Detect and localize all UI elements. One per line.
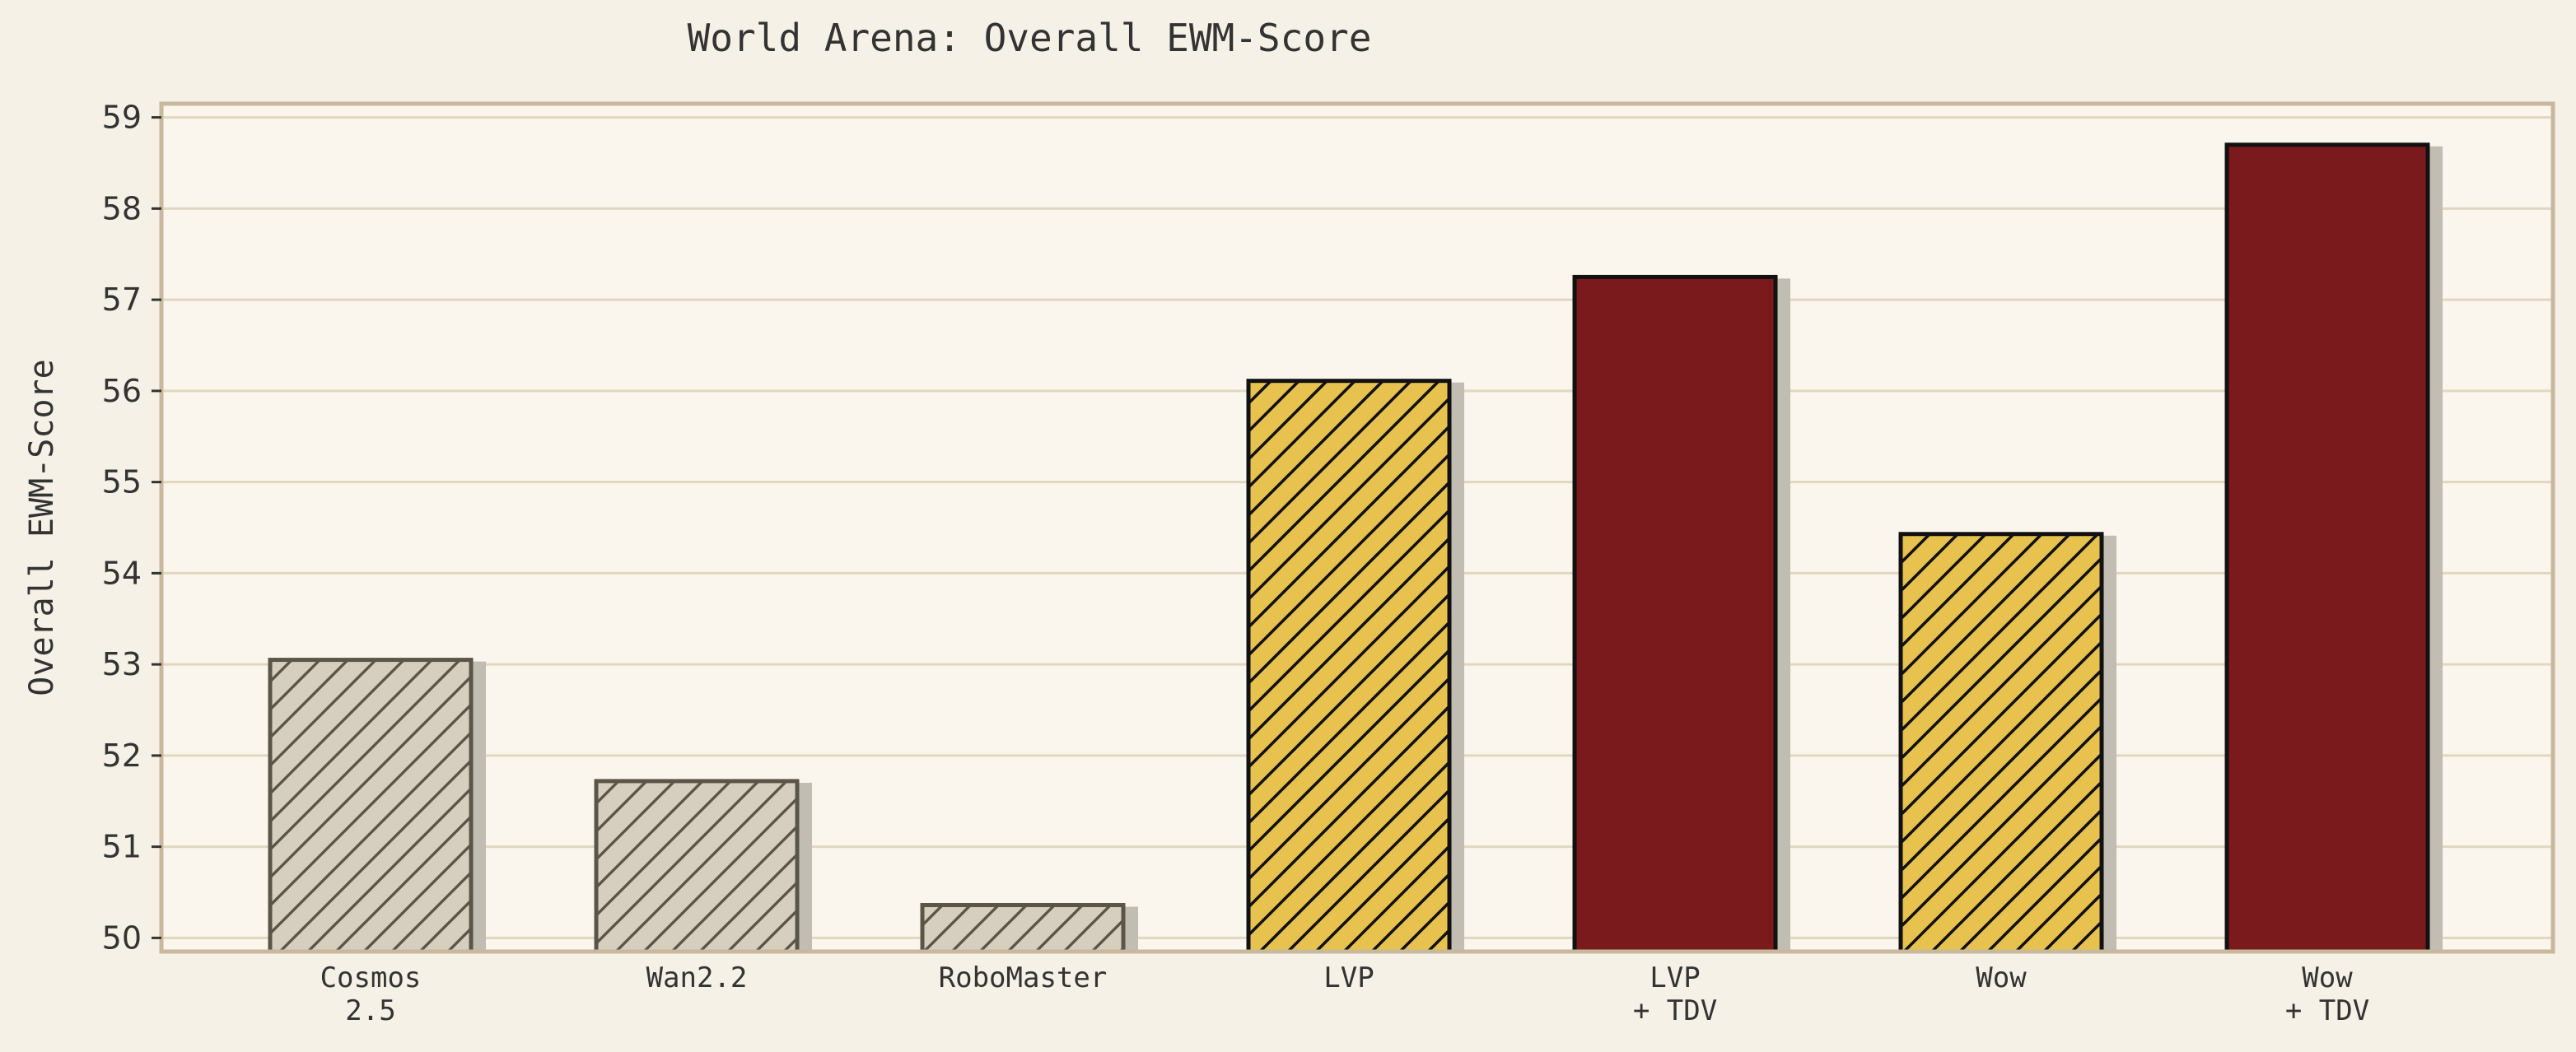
y-axis-ticks: 50 51 52 53 54 55 56 57 58 59 [102,100,161,956]
x-tick-label: Wow + TDV [2285,961,2369,1027]
x-tick-label-line: + TDV [1633,994,1717,1027]
x-tick-label-line: Cosmos [320,961,422,994]
x-tick-label-line: LVP [1650,961,1700,994]
y-tick-label: 56 [102,373,142,409]
x-tick-label-line: + TDV [2285,994,2369,1027]
y-tick-label: 55 [102,464,142,500]
y-tick-label: 58 [102,190,142,226]
y-tick-label: 52 [102,738,142,774]
x-tick-label-line: 2.5 [345,994,395,1027]
bar [920,903,1126,954]
plot-frame [159,101,2555,954]
bars [268,142,2443,954]
bar [1898,532,2104,954]
x-tick-label-line: LVP [1323,961,1374,994]
x-tick-label-line: Wan2.2 [646,961,748,994]
x-tick-label-line: RoboMaster [939,961,1108,994]
y-tick-label: 54 [102,555,142,591]
y-tick-label: 57 [102,282,142,318]
bar [268,658,474,954]
x-tick-label: Cosmos 2.5 [320,961,422,1027]
bar [2224,142,2430,954]
x-tick-label: Wow [1976,961,2027,994]
chart-title: World Arena: Overall EWM-Score [688,16,1372,60]
bar [1246,379,1452,954]
bar [594,779,800,954]
y-axis-label: Overall EWM-Score [23,359,61,696]
bar [1572,274,1778,954]
x-tick-label: LVP + TDV [1633,961,1717,1027]
y-tick-label: 59 [102,100,142,136]
x-tick-label: Wan2.2 [646,961,748,994]
y-tick-label: 50 [102,919,142,956]
x-tick-label: RoboMaster [939,961,1108,994]
x-tick-label-line: Wow [1976,961,2027,994]
x-tick-label-line: Wow [2302,961,2353,994]
y-tick-label: 51 [102,829,142,865]
x-tick-label: LVP [1323,961,1374,994]
y-tick-label: 53 [102,646,142,682]
